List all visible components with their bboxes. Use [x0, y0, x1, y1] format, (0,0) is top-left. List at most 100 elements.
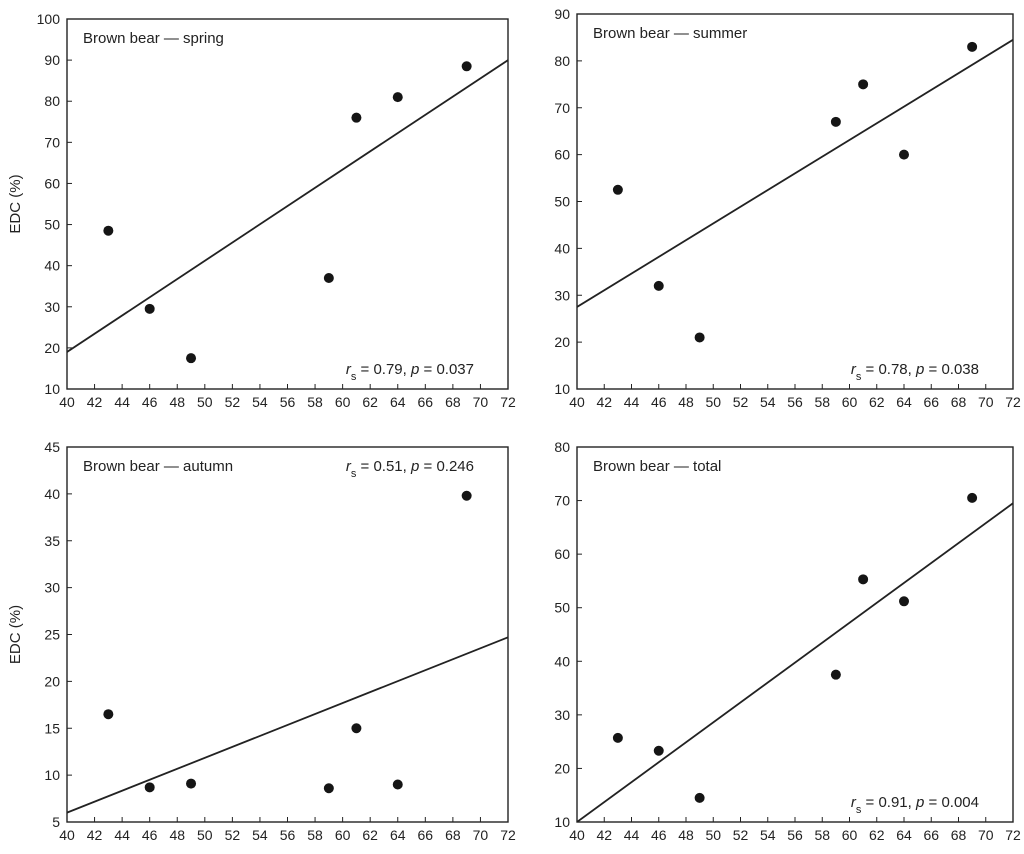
stat-text: 0.038 [941, 361, 979, 378]
x-tick-label: 48 [169, 394, 185, 410]
data-point [830, 116, 841, 127]
stat-text: r [346, 361, 352, 378]
data-point [144, 782, 155, 793]
x-tick-label: 58 [814, 394, 830, 410]
stat-annotation: rs = 0.78, p = 0.038 [851, 361, 979, 383]
stat-text: = [356, 361, 373, 378]
stat-text: p [410, 458, 419, 475]
stat-text: = [861, 794, 878, 811]
stat-text: = [861, 361, 878, 378]
x-tick-label: 52 [733, 827, 749, 843]
data-point [103, 709, 114, 720]
data-point [653, 745, 664, 756]
x-tick-label: 44 [114, 827, 130, 843]
x-tick-label: 62 [362, 394, 378, 410]
y-tick-label: 5 [52, 814, 60, 830]
y-axis-label: EDC (%) [7, 605, 24, 664]
x-tick-label: 52 [225, 827, 241, 843]
data-point [323, 273, 334, 283]
y-tick-label: 10 [44, 767, 60, 783]
panel-title: Brown bear — summer [593, 25, 747, 42]
data-point [186, 353, 197, 364]
x-tick-label: 70 [473, 394, 489, 410]
x-tick-label: 72 [500, 827, 516, 843]
x-tick-label: 58 [307, 394, 323, 410]
chart-panel-4: 40 42 44 46 48 50 52 54 56 58 60 62 64 66 68 70 72 10 20 30… [554, 439, 1021, 843]
y-tick-label: 20 [44, 340, 60, 356]
stat-text: r [346, 458, 352, 475]
data-point [612, 184, 623, 195]
stat-text: r [851, 361, 857, 378]
trend-line [67, 636, 508, 814]
plot-frame [576, 446, 1014, 823]
data-point [967, 41, 978, 52]
y-tick-label: 20 [554, 334, 570, 350]
y-tick-label: 10 [44, 381, 60, 397]
x-tick-label: 40 [569, 827, 585, 843]
y-tick-label: 20 [44, 673, 60, 689]
x-tick-label: 54 [252, 394, 268, 410]
y-tick-label: 90 [44, 52, 60, 68]
x-tick-label: 70 [473, 827, 489, 843]
x-tick-label: 70 [978, 394, 994, 410]
stat-text: p [915, 361, 924, 378]
stat-text: r [851, 794, 857, 811]
x-tick-label: 66 [418, 394, 434, 410]
x-tick-label: 44 [624, 394, 640, 410]
y-tick-label: 60 [44, 175, 60, 191]
y-tick-label: 50 [554, 600, 570, 616]
x-tick-label: 42 [87, 394, 103, 410]
y-tick-label: 70 [44, 134, 60, 150]
x-tick-label: 68 [445, 394, 461, 410]
trend-line [67, 59, 508, 353]
y-tick-label: 40 [554, 240, 570, 256]
data-point [323, 783, 334, 794]
x-tick-label: 72 [1005, 394, 1021, 410]
data-point [612, 732, 623, 743]
x-tick-label: 66 [923, 827, 939, 843]
x-tick-label: 62 [869, 827, 885, 843]
y-tick-label: 10 [554, 381, 570, 397]
stat-text: 0.78 [878, 361, 907, 378]
plot-frame [576, 13, 1014, 390]
x-tick-label: 62 [869, 394, 885, 410]
y-tick-label: 15 [44, 720, 60, 736]
panel-title: Brown bear — spring [83, 30, 224, 47]
x-tick-label: 52 [733, 394, 749, 410]
x-tick-label: 62 [362, 827, 378, 843]
y-tick-label: 10 [554, 814, 570, 830]
x-tick-label: 58 [814, 827, 830, 843]
x-tick-label: 50 [197, 827, 213, 843]
x-tick-label: 54 [252, 827, 268, 843]
data-point [351, 112, 362, 123]
stat-annotation: rs = 0.51, p = 0.246 [346, 458, 474, 480]
x-tick-label: 54 [760, 827, 776, 843]
plot-frame [66, 18, 509, 390]
y-tick-label: 60 [554, 147, 570, 163]
x-tick-label: 40 [59, 827, 75, 843]
stat-text: 0.91 [878, 794, 907, 811]
x-tick-label: 72 [1005, 827, 1021, 843]
x-tick-label: 54 [760, 394, 776, 410]
data-point [461, 61, 472, 72]
data-point [351, 723, 362, 734]
stat-annotation: rs = 0.91, p = 0.004 [851, 794, 979, 816]
stat-subscript: s [351, 371, 357, 383]
stat-text: = [924, 361, 941, 378]
y-tick-label: 45 [44, 439, 60, 455]
y-tick-label: 40 [44, 486, 60, 502]
x-tick-label: 44 [114, 394, 130, 410]
x-tick-label: 50 [197, 394, 213, 410]
x-tick-label: 52 [225, 394, 241, 410]
data-point [392, 779, 403, 790]
stat-text: = [356, 458, 373, 475]
stat-subscript: s [856, 804, 862, 816]
y-tick-label: 30 [554, 287, 570, 303]
stat-text: 0.79 [373, 361, 402, 378]
x-tick-label: 42 [87, 827, 103, 843]
x-tick-label: 64 [896, 827, 912, 843]
x-tick-label: 72 [500, 394, 516, 410]
x-tick-label: 68 [445, 827, 461, 843]
x-tick-label: 42 [596, 827, 612, 843]
